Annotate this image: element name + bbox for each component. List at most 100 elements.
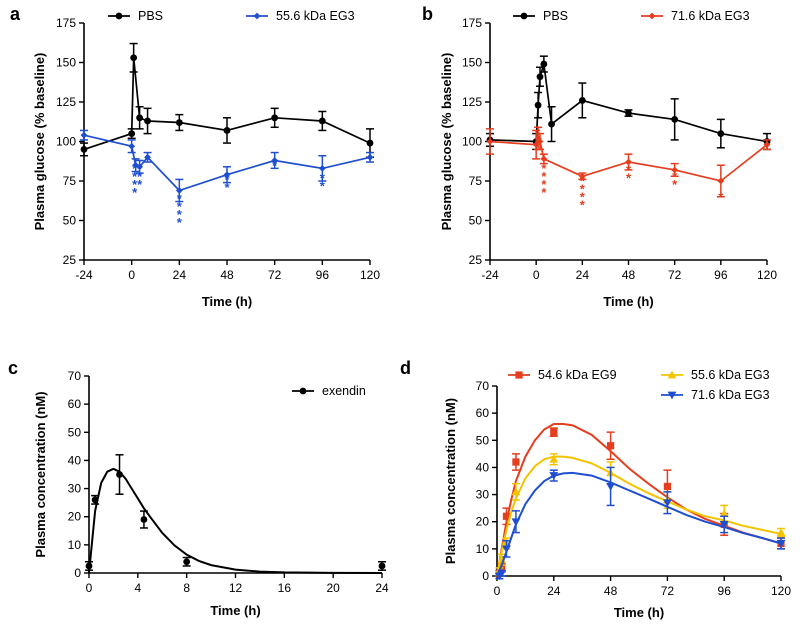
x-tick-label: 96 — [714, 268, 728, 282]
x-tick-label: 48 — [622, 268, 636, 282]
x-tick-label: 96 — [316, 268, 330, 282]
significance-star: * — [177, 207, 183, 222]
series-55-6-kda-eg3 — [80, 129, 374, 203]
y-tick-label: 70 — [476, 379, 490, 393]
significance-star: * — [626, 171, 632, 186]
y-tick-label: 75 — [63, 174, 77, 188]
legend-label: PBS — [543, 9, 568, 23]
data-point — [132, 161, 140, 169]
data-point — [502, 512, 511, 520]
significance-star: * — [272, 158, 278, 173]
data-point — [85, 562, 93, 570]
x-tick-label: -24 — [481, 268, 499, 282]
x-tick-label: 16 — [278, 581, 292, 595]
significance-star: * — [320, 171, 326, 186]
chart-panel-d: 0 10 20 30 40 50 60 70 0 24 48 72 96 120 Time (h) Plasm… — [443, 368, 791, 620]
data-point — [318, 117, 326, 125]
significance-star: * — [177, 215, 183, 230]
legend-marker — [667, 370, 677, 379]
legend-label: 71.6 kDa EG3 — [671, 9, 750, 23]
data-point — [549, 472, 559, 480]
x-tick-label: 72 — [668, 268, 682, 282]
series-line — [83, 134, 371, 192]
significance-star: * — [132, 169, 138, 184]
x-tick-label: 120 — [771, 584, 791, 598]
y-tick-label: 150 — [462, 56, 482, 70]
data-point — [271, 114, 279, 122]
panel-label-d: d — [400, 358, 411, 378]
data-point — [717, 177, 725, 185]
data-point — [671, 166, 679, 174]
significance-star: * — [177, 199, 183, 214]
y-tick-label: 25 — [469, 253, 483, 267]
legend-marker — [115, 12, 123, 20]
series-exendin — [85, 454, 386, 574]
x-tick-label: 48 — [604, 584, 618, 598]
data-point — [486, 138, 494, 145]
x-tick-label: 72 — [661, 584, 675, 598]
legend-label: 55.6 kDa EG3 — [276, 9, 355, 23]
data-point — [550, 428, 558, 436]
data-point — [671, 115, 679, 123]
legend-marker — [520, 12, 528, 20]
series-71-6-kda-eg3 — [494, 466, 786, 581]
data-point — [91, 496, 99, 504]
data-point — [607, 442, 615, 450]
y-tick-label: 100 — [56, 135, 76, 149]
data-point — [548, 120, 555, 128]
data-point — [128, 142, 136, 150]
series-pbs — [486, 55, 771, 151]
legend-label: 71.6 kDa EG3 — [691, 388, 770, 402]
data-point — [366, 139, 374, 147]
significance-star: * — [132, 185, 138, 200]
data-point — [116, 471, 123, 478]
y-tick-label: 25 — [63, 253, 77, 267]
y-tick-label: 10 — [68, 538, 82, 552]
data-point — [502, 545, 511, 554]
y-tick-label: 175 — [56, 16, 76, 30]
data-point — [175, 119, 183, 126]
chart-panel-a: 25 50 75 100 125 150 175 -24 0 24 48 72 96 120 Time (h… — [32, 9, 380, 309]
significance-star: * — [718, 190, 724, 205]
x-tick-label: 0 — [86, 581, 93, 595]
significance-star: * — [580, 174, 586, 189]
panel-label-b: b — [422, 4, 433, 24]
series-71-6-kda-eg3 — [486, 126, 771, 198]
x-axis-title: Time (h) — [614, 605, 664, 620]
significance-star: * — [541, 161, 547, 176]
x-tick-label: 120 — [360, 268, 380, 282]
x-tick-label: 24 — [547, 584, 561, 598]
significance-star: * — [224, 172, 230, 187]
data-point — [625, 109, 632, 117]
legend-label: 55.6 kDa EG3 — [691, 368, 770, 382]
x-tick-label: 24 — [173, 268, 187, 282]
significance-star: * — [580, 190, 586, 205]
data-point — [144, 117, 151, 125]
y-tick-label: 70 — [68, 369, 82, 383]
significance-star: * — [541, 169, 547, 184]
significance-star: * — [177, 191, 183, 206]
significance-star: * — [137, 177, 143, 192]
series-line — [489, 63, 768, 143]
significance-star: * — [137, 169, 143, 184]
data-point — [536, 73, 544, 81]
data-point — [512, 458, 520, 466]
y-tick-label: 50 — [68, 425, 82, 439]
x-tick-label: 0 — [533, 268, 540, 282]
y-tick-label: 125 — [462, 95, 482, 109]
x-tick-label: 120 — [757, 268, 777, 282]
data-point — [136, 163, 144, 171]
y-tick-label: 0 — [482, 569, 489, 583]
significance-star: * — [672, 177, 678, 192]
data-point — [140, 516, 148, 523]
chart-panel-b: 25 50 75 100 125 150 175 -24 0 24 48 72 96 120 Time (h… — [439, 9, 777, 309]
data-point — [378, 562, 386, 570]
x-tick-label: 24 — [375, 581, 389, 595]
data-point — [719, 521, 729, 529]
y-tick-label: 30 — [68, 482, 82, 496]
y-tick-label: 40 — [68, 453, 82, 467]
y-tick-label: 20 — [68, 510, 82, 524]
x-tick-label: 4 — [134, 581, 141, 595]
data-point — [223, 171, 231, 179]
